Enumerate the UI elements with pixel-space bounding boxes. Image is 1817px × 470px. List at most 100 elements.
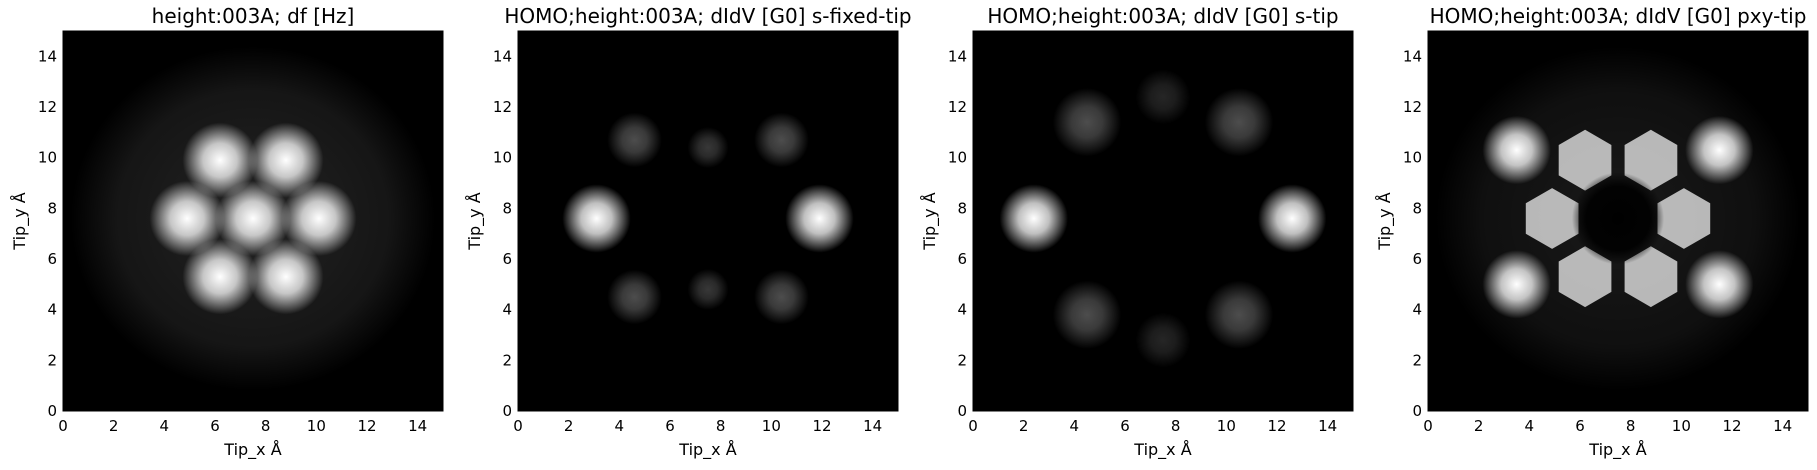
y-tick-label: 4 — [47, 301, 57, 319]
heatmap-image — [518, 31, 898, 411]
y-tick-label: 0 — [47, 402, 57, 420]
y-tick-label: 6 — [47, 250, 57, 268]
heatmap-faint-lobe — [1052, 88, 1122, 157]
heatmap-bright-lobe — [182, 239, 258, 315]
y-axis-label: Tip_y Å — [920, 192, 940, 250]
panel-title: height:003A; df [Hz] — [152, 4, 355, 28]
axes-frame — [1427, 30, 1809, 412]
x-tick-label: 6 — [1575, 417, 1585, 435]
heatmap-faint-lobe — [754, 269, 809, 325]
y-tick-label: 12 — [493, 98, 512, 116]
y-tick-label: 2 — [1412, 351, 1422, 369]
heatmap-faint-lobe — [687, 268, 729, 310]
y-tick-label: 14 — [948, 47, 967, 65]
heatmap-hex-lobe — [1624, 129, 1678, 191]
x-tick-label: 0 — [968, 417, 978, 435]
y-tick-label: 2 — [502, 351, 512, 369]
heatmap-faint-lobe — [607, 112, 662, 168]
heatmap-bright-lobe — [1482, 250, 1551, 319]
x-axis-label: Tip_x Å — [1588, 440, 1646, 460]
x-tick-label: 0 — [513, 417, 523, 435]
x-axis-label: Tip_x Å — [223, 440, 281, 460]
y-tick-label: 12 — [948, 98, 967, 116]
y-tick-label: 6 — [502, 250, 512, 268]
heatmap-faint-lobe — [754, 112, 809, 168]
y-tick-label: 10 — [1403, 149, 1422, 167]
panel-s-tip: 0 2 4 6 8 10 12 14 0 2 4 6 8 10 12 14 HOMO;height:003A; … — [920, 4, 1354, 460]
x-tick-label: 8 — [1171, 417, 1181, 435]
y-tick-label: 14 — [38, 47, 57, 65]
y-tick-label: 2 — [47, 351, 57, 369]
heatmap-faint-lobe — [1204, 88, 1274, 157]
y-tick-label: 4 — [1412, 301, 1422, 319]
heatmap-bright-lobe — [281, 180, 357, 257]
heatmap-image — [1428, 31, 1808, 411]
heatmap-hex-lobe — [1624, 246, 1678, 308]
heatmap-faint-lobe — [1135, 69, 1191, 125]
x-tick-label: 6 — [665, 417, 675, 435]
heatmap-bright-lobe — [1482, 115, 1551, 185]
heatmap-hex-lobe — [1525, 188, 1579, 249]
x-tick-label: 0 — [1423, 417, 1433, 435]
y-tick-label: 14 — [1403, 47, 1422, 65]
x-tick-label: 14 — [1318, 417, 1337, 435]
x-tick-label: 12 — [1267, 417, 1286, 435]
x-tick-label: 10 — [1672, 417, 1691, 435]
y-tick-label: 6 — [957, 250, 967, 268]
y-tick-label: 10 — [948, 149, 967, 167]
heatmap-hex-lobe — [1657, 188, 1711, 249]
heatmap-bright-lobe — [1685, 115, 1754, 185]
heatmap-bright-lobe — [182, 122, 258, 198]
y-tick-label: 0 — [502, 402, 512, 420]
heatmap-bright-lobe — [248, 239, 324, 315]
x-tick-label: 6 — [210, 417, 220, 435]
heatmap-faint-lobe — [1204, 280, 1274, 349]
y-tick-label: 8 — [957, 199, 967, 217]
heatmap-bright-lobe — [562, 184, 631, 253]
x-tick-label: 4 — [1525, 417, 1535, 435]
heatmap-faint-lobe — [687, 127, 729, 169]
y-tick-label: 12 — [38, 98, 57, 116]
y-tick-label: 2 — [957, 351, 967, 369]
heatmap-image — [973, 31, 1353, 411]
x-tick-label: 8 — [261, 417, 271, 435]
x-tick-label: 2 — [109, 417, 119, 435]
heatmap-bright-lobe — [1258, 184, 1327, 253]
x-tick-label: 0 — [58, 417, 68, 435]
y-tick-label: 12 — [1403, 98, 1422, 116]
x-tick-label: 2 — [1474, 417, 1484, 435]
x-tick-label: 14 — [863, 417, 882, 435]
heatmap-faint-lobe — [607, 269, 662, 325]
axes-frame — [62, 30, 444, 412]
x-axis-label: Tip_x Å — [1133, 440, 1191, 460]
y-tick-label: 6 — [1412, 250, 1422, 268]
y-tick-label: 4 — [502, 301, 512, 319]
heatmap-image — [63, 31, 443, 411]
y-tick-label: 14 — [493, 47, 512, 65]
panel-title: HOMO;height:003A; dIdV [G0] pxy-tip — [1430, 4, 1807, 28]
x-tick-label: 2 — [564, 417, 574, 435]
heatmap-bright-lobe — [785, 184, 854, 253]
x-tick-label: 8 — [716, 417, 726, 435]
y-tick-label: 8 — [1412, 199, 1422, 217]
x-tick-label: 4 — [160, 417, 170, 435]
x-tick-label: 12 — [1722, 417, 1741, 435]
x-tick-label: 2 — [1019, 417, 1029, 435]
x-tick-label: 4 — [615, 417, 625, 435]
heatmap-bright-lobe — [1685, 250, 1754, 319]
heatmap-bright-lobe — [248, 122, 324, 198]
heatmap-bright-lobe — [215, 180, 291, 257]
x-tick-label: 14 — [1773, 417, 1792, 435]
y-axis-label: Tip_y Å — [10, 192, 30, 250]
x-tick-label: 12 — [357, 417, 376, 435]
x-tick-label: 10 — [1217, 417, 1236, 435]
panel-pxy-tip: 0 2 4 6 8 10 12 14 0 2 4 6 8 10 12 14 HOMO;height:003A; … — [1375, 4, 1809, 460]
panel-title: HOMO;height:003A; dIdV [G0] s-fixed-tip — [504, 4, 911, 28]
x-tick-label: 10 — [307, 417, 326, 435]
y-tick-label: 10 — [38, 149, 57, 167]
heatmap-bright-lobe — [149, 180, 225, 257]
axes-frame — [972, 30, 1354, 412]
y-tick-label: 0 — [1412, 402, 1422, 420]
heatmap-hex-lobe — [1558, 246, 1612, 308]
x-tick-label: 4 — [1070, 417, 1080, 435]
